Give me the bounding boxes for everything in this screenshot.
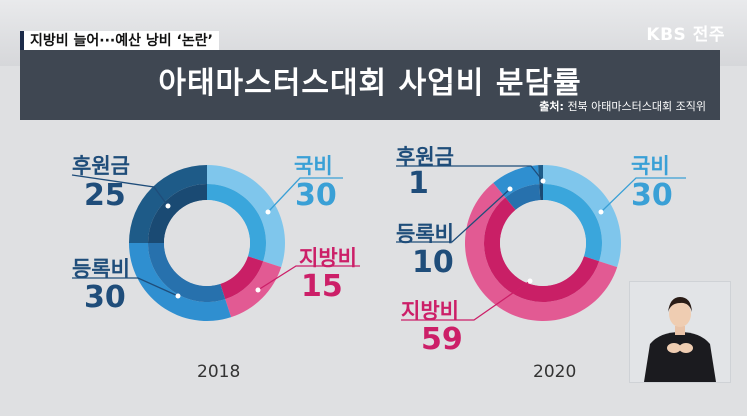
leader-2018-local-dot bbox=[255, 287, 261, 293]
year-label-2020: 2020 bbox=[533, 362, 577, 382]
slice-2018-2-inner bbox=[148, 243, 226, 302]
leader-2018-sponsorship bbox=[71, 174, 169, 207]
leader-2020-sponsorship-dot bbox=[540, 178, 546, 184]
label-2020-registration-value: 10 bbox=[412, 245, 454, 280]
label-2018-registration-name: 등록비 bbox=[72, 257, 130, 281]
source-label: 출처: bbox=[539, 100, 564, 113]
slice-2020-2-outer bbox=[493, 165, 540, 198]
slice-2018-3-outer bbox=[129, 165, 207, 243]
leader-2020-local bbox=[401, 280, 531, 321]
slice-2020-1-outer bbox=[465, 182, 618, 321]
news-headline: 지방비 늘어···예산 낭비 ‘논란’ bbox=[20, 31, 219, 52]
label-2020-national-name: 국비 bbox=[631, 154, 670, 178]
donut-hole-2018 bbox=[164, 200, 250, 286]
slice-2020-3-inner bbox=[539, 184, 543, 201]
broadcaster-logo: KBS 전주 bbox=[646, 25, 725, 45]
leader-2020-national-dot bbox=[598, 209, 604, 215]
leader-2018-national-dot bbox=[265, 209, 271, 215]
slice-2020-0-inner bbox=[543, 184, 602, 262]
slice-2020-2-inner bbox=[505, 184, 541, 210]
label-2018-local-value: 15 bbox=[301, 269, 343, 304]
label-2018-registration-value: 30 bbox=[84, 280, 126, 315]
label-2018-local-name: 지방비 bbox=[299, 246, 357, 270]
slice-2018-0-inner bbox=[207, 184, 266, 262]
label-2020-local-name: 지방비 bbox=[401, 299, 459, 323]
slice-2020-1-inner bbox=[483, 197, 600, 303]
label-2020-sponsorship-value: 1 bbox=[408, 166, 429, 201]
leader-2020-national bbox=[600, 177, 686, 213]
label-2020-sponsorship-name: 후원금 bbox=[396, 145, 454, 169]
chart-title: 아태마스터스대회 사업비 분담률 bbox=[158, 66, 582, 101]
slice-2018-3-inner bbox=[148, 184, 207, 243]
title-band: 아태마스터스대회 사업비 분담률 출처: 전북 아태마스터스대회 조직위 bbox=[20, 50, 720, 120]
leader-2018-sponsorship-dot bbox=[165, 203, 171, 209]
label-2018-national-name: 국비 bbox=[294, 154, 333, 178]
label-2018-sponsorship-name: 후원금 bbox=[72, 154, 130, 178]
source-text: 전북 아태마스터스대회 조직위 bbox=[567, 100, 706, 113]
leader-2018-national bbox=[267, 177, 343, 213]
leader-2018-registration bbox=[72, 277, 179, 297]
leader-2020-registration-dot bbox=[507, 186, 513, 192]
leader-2020-local-dot bbox=[527, 278, 533, 284]
source-note: 출처: 전북 아태마스터스대회 조직위 bbox=[539, 98, 706, 114]
slice-2018-1-inner bbox=[220, 256, 264, 300]
label-2018-sponsorship-value: 25 bbox=[84, 178, 126, 213]
donut-hole-2020 bbox=[500, 200, 586, 286]
slice-2020-0-outer bbox=[543, 165, 621, 268]
leader-2018-local bbox=[257, 265, 360, 291]
label-2018-national-value: 30 bbox=[295, 178, 337, 213]
slice-2018-1-outer bbox=[225, 261, 282, 318]
label-2020-registration-name: 등록비 bbox=[396, 222, 454, 246]
year-label-2018: 2018 bbox=[197, 362, 241, 382]
leader-2020-sponsorship bbox=[396, 165, 544, 182]
slice-2018-0-outer bbox=[207, 165, 285, 268]
leader-2018-registration-dot bbox=[175, 293, 181, 299]
sign-language-interpreter bbox=[629, 281, 731, 383]
label-2020-national-value: 30 bbox=[631, 178, 673, 213]
leader-2020-registration bbox=[396, 188, 511, 243]
label-2020-local-value: 59 bbox=[421, 322, 463, 357]
slice-2018-2-outer bbox=[129, 243, 232, 321]
